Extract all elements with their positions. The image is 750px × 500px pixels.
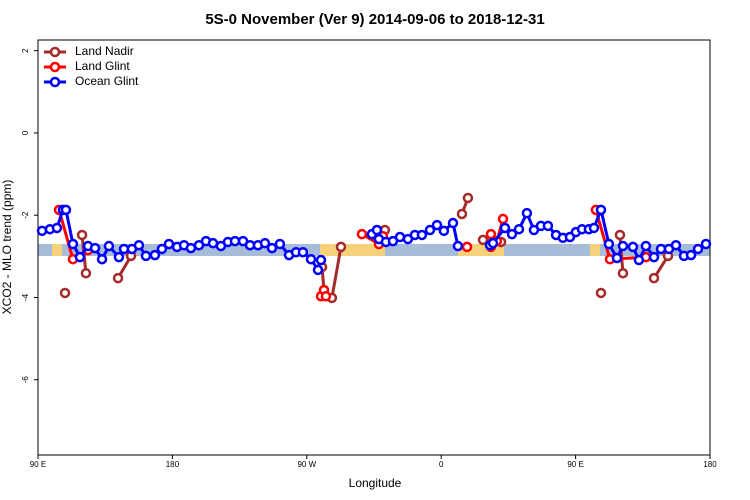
data-point (670, 239, 682, 251)
band-land (52, 244, 62, 256)
data-point (80, 267, 92, 279)
y-tick-label: 0 (21, 130, 30, 135)
data-point (447, 217, 459, 229)
data-point (521, 207, 533, 219)
data-point (603, 238, 615, 250)
data-point (617, 267, 629, 279)
legend-marker (49, 61, 61, 73)
legend-label: Land Nadir (75, 44, 134, 58)
data-point (416, 229, 428, 241)
data-point (595, 204, 607, 216)
data-point (76, 229, 88, 241)
data-point (229, 235, 241, 247)
data-point (692, 243, 704, 255)
x-axis-label: Longitude (349, 476, 402, 490)
legend-label: Land Glint (75, 59, 130, 73)
data-point (185, 242, 197, 254)
data-point (614, 229, 626, 241)
data-point (438, 225, 450, 237)
data-point (633, 254, 645, 266)
legend-label: Ocean Glint (75, 74, 139, 88)
data-point (617, 240, 629, 252)
data-point (74, 251, 86, 263)
x-tick-label: 90 E (567, 460, 583, 469)
data-point (700, 238, 712, 250)
data-point (487, 237, 499, 249)
y-axis-label: XCO2 - MLO trend (ppm) (0, 180, 14, 315)
data-point (149, 249, 161, 261)
data-point (640, 240, 652, 252)
y-tick-label: -4 (21, 293, 30, 301)
data-point (506, 228, 518, 240)
data-point (431, 219, 443, 231)
y-tick-label: -6 (21, 376, 30, 384)
data-point (371, 224, 383, 236)
legend-marker (49, 76, 61, 88)
data-point (266, 242, 278, 254)
data-point (456, 208, 468, 220)
data-point (356, 228, 368, 240)
data-point (103, 240, 115, 252)
data-point (335, 241, 347, 253)
data-point (477, 234, 489, 246)
data-point (274, 238, 286, 250)
data-point (59, 287, 71, 299)
data-point (315, 254, 327, 266)
data-point (627, 241, 639, 253)
data-point (648, 272, 660, 284)
data-point (112, 272, 124, 284)
data-point (648, 251, 660, 263)
data-point (297, 246, 309, 258)
data-point (156, 243, 168, 255)
data-point (163, 238, 175, 250)
data-point (542, 220, 554, 232)
data-point (685, 249, 697, 261)
x-tick-label: 180 (703, 460, 717, 469)
data-point (462, 192, 474, 204)
data-point (595, 287, 607, 299)
plot-frame (37, 39, 711, 456)
data-point (452, 240, 464, 252)
x-tick-label: 90 E (30, 460, 46, 469)
data-point (461, 241, 473, 253)
data-point (133, 239, 145, 251)
data-point (424, 224, 436, 236)
y-tick-label: 2 (21, 48, 30, 53)
data-point (312, 264, 324, 276)
data-point (305, 253, 317, 265)
data-point (67, 238, 79, 250)
y-tick-label: -2 (21, 211, 30, 219)
data-point (96, 253, 108, 265)
data-point (320, 290, 332, 302)
x-tick-label: 0 (439, 460, 444, 469)
data-point (588, 222, 600, 234)
data-point (51, 222, 63, 234)
x-tick-label: 90 W (297, 460, 316, 469)
data-point (485, 228, 497, 240)
data-point (513, 223, 525, 235)
data-point (611, 252, 623, 264)
legend-marker (49, 46, 61, 58)
data-point (497, 213, 509, 225)
data-point (60, 204, 72, 216)
data-point (113, 251, 125, 263)
data-point (259, 237, 271, 249)
data-point (89, 242, 101, 254)
chart-title: 5S-0 November (Ver 9) 2014-09-06 to 2018… (205, 11, 544, 28)
band-land (590, 244, 600, 256)
data-point (499, 222, 511, 234)
x-tick-label: 180 (166, 460, 180, 469)
data-point (140, 250, 152, 262)
